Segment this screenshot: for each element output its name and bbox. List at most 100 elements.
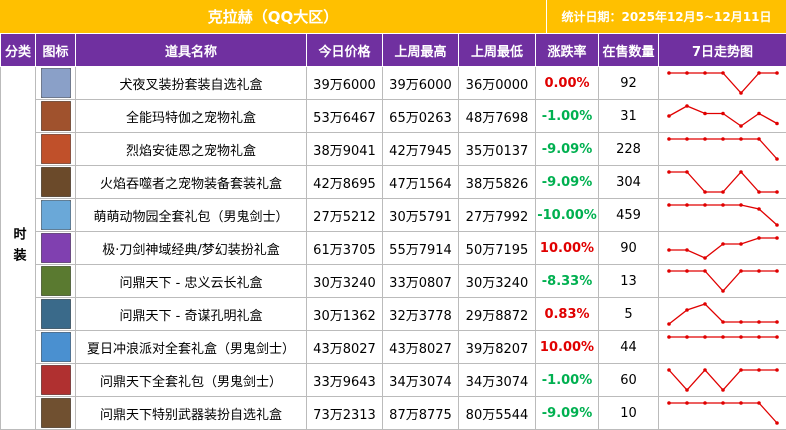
icon-cell	[35, 231, 76, 265]
row: 烈焰安徒恩之宠物礼盒 38万9041 42万7945 35万0137 -9.09% 228	[1, 132, 786, 166]
trend-point	[702, 137, 707, 141]
trend-point	[720, 203, 725, 207]
trend-point	[702, 111, 707, 116]
trend-point	[702, 269, 707, 273]
trend-point	[666, 137, 671, 141]
stock: 459	[598, 198, 659, 232]
trend-point	[684, 71, 689, 75]
trend-cell	[658, 66, 786, 100]
stock: 90	[598, 231, 659, 265]
trend-cell	[658, 132, 786, 166]
trend-point	[774, 121, 779, 126]
week-high: 42万7945	[382, 132, 459, 166]
trend-point	[738, 368, 743, 372]
trend-point	[774, 157, 779, 161]
column-title: 上周最高	[382, 33, 459, 67]
today-price: 53万6467	[306, 99, 383, 133]
trend-point	[720, 388, 725, 392]
icon-image	[40, 265, 71, 297]
trend-point	[702, 302, 707, 306]
trend-point	[756, 401, 761, 405]
trend-cell	[658, 231, 786, 265]
sparkline	[666, 302, 779, 326]
sparkline	[666, 203, 779, 227]
today-price: 30万1362	[306, 297, 383, 331]
column-title: 在售数量	[598, 33, 659, 67]
trend-point	[774, 71, 779, 75]
header: 克拉赫（QQ大区） 统计日期：2025年12月5~12月11日	[0, 0, 786, 33]
trend-point	[684, 388, 689, 392]
trend-point	[684, 269, 689, 273]
column-header: 分类 图标 道具名称 今日价格 上周最高 上周最低 涨跌率 在售数量 7日走势图	[0, 33, 786, 67]
trend-point	[684, 401, 689, 405]
trend-point	[702, 368, 707, 372]
icon	[40, 232, 71, 264]
sparkline	[666, 104, 779, 128]
sparkline	[666, 236, 779, 260]
icon	[40, 364, 71, 396]
date: 统计日期：2025年12月5~12月11日	[561, 10, 772, 24]
week-low: 80万5544	[458, 396, 536, 430]
trend-point	[756, 190, 761, 194]
item-name: 问鼎天下全套礼包（男鬼剑士）	[75, 363, 307, 397]
trend-point	[702, 335, 707, 339]
icon-image	[40, 100, 71, 132]
icon-image	[40, 67, 71, 99]
sparkline	[666, 368, 779, 392]
item-name: 问鼎天下 - 忠义云长礼盒	[75, 264, 307, 298]
today-price: 43万8027	[306, 330, 383, 364]
trend-point	[666, 71, 671, 75]
trend-point	[720, 320, 725, 324]
sparkline	[666, 170, 779, 194]
row: 极·刀剑神域经典/梦幻装扮礼盒 61万3705 55万7914 50万7195 10.0…	[1, 231, 786, 265]
row: 问鼎天下特别武器装扮自选礼盒 73万2313 87万8775 80万5544 -9.09…	[1, 396, 786, 430]
week-low: 48万7698	[458, 99, 536, 133]
icon-cell	[35, 165, 76, 199]
icon-cell	[35, 363, 76, 397]
item-name: 极·刀剑神域经典/梦幻装扮礼盒	[75, 231, 307, 265]
row: 问鼎天下 - 奇谋孔明礼盒 30万1362 32万3778 29万8872 0.83% 5	[1, 297, 786, 331]
trend-cell	[658, 99, 786, 133]
icon-image	[40, 364, 71, 396]
trend-line	[668, 171, 777, 193]
sparkline	[666, 137, 779, 161]
trend-point	[774, 269, 779, 273]
change-rate: 10.00%	[535, 330, 599, 364]
trend-cell	[658, 396, 786, 430]
column-title: 道具名称	[75, 33, 307, 67]
trend-point	[666, 401, 671, 405]
trend-point	[666, 203, 671, 207]
today-price: 30万3240	[306, 264, 383, 298]
week-low: 29万8872	[458, 297, 536, 331]
trend-point	[702, 256, 707, 260]
trend-line	[668, 270, 777, 292]
change-rate: -10.00%	[535, 198, 599, 232]
stock: 5	[598, 297, 659, 331]
sparkline	[666, 269, 779, 293]
item-name: 犬夜叉装扮套装自选礼盒	[75, 66, 307, 100]
stock: 10	[598, 396, 659, 430]
icon-cell	[35, 198, 76, 232]
trend-point	[756, 111, 761, 116]
item-name: 问鼎天下特别武器装扮自选礼盒	[75, 396, 307, 430]
trend-point	[702, 190, 707, 194]
icon-image	[40, 298, 71, 330]
trend-point	[666, 335, 671, 339]
item-name: 问鼎天下 - 奇谋孔明礼盒	[75, 297, 307, 331]
trend-point	[774, 236, 779, 240]
trend-line	[668, 105, 777, 127]
trend-point	[738, 335, 743, 339]
icon-image	[40, 397, 71, 429]
item-name: 全能玛特伽之宠物礼盒	[75, 99, 307, 133]
trend-line	[668, 402, 777, 424]
trend-point	[756, 269, 761, 273]
week-high: 32万3778	[382, 297, 459, 331]
icon	[40, 331, 71, 363]
trend-line	[668, 138, 777, 160]
trend-line	[668, 204, 777, 226]
trend-point	[702, 71, 707, 75]
icon	[40, 67, 71, 99]
week-high: 55万7914	[382, 231, 459, 265]
icon-cell	[35, 297, 76, 331]
